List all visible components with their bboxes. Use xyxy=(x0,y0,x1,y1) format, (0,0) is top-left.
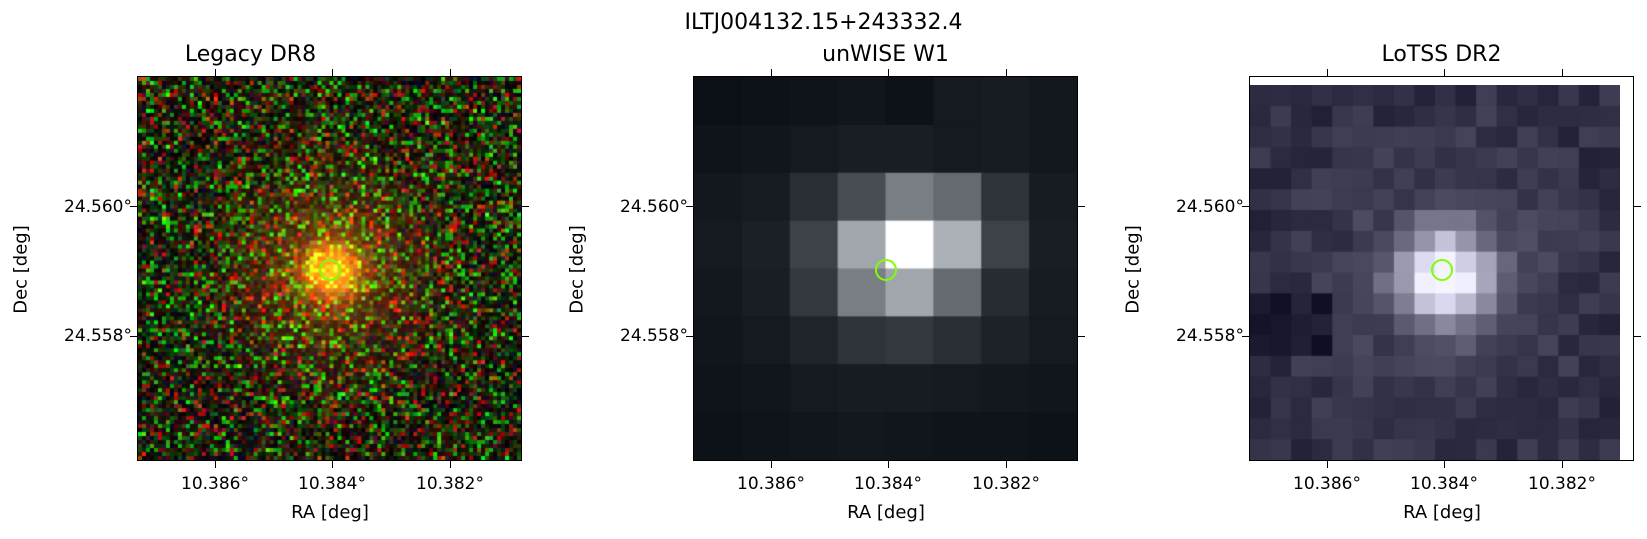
ytick-label: 24.558° xyxy=(1176,326,1244,346)
panel-legacy: Legacy DR8 24.560° 24.558° 10.386° 10.38… xyxy=(0,0,529,539)
source-marker xyxy=(1431,259,1453,281)
xtick-label: 10.386° xyxy=(181,474,249,494)
panel-title: unWISE W1 xyxy=(822,42,949,67)
ytick-label: 24.560° xyxy=(620,197,688,217)
xtick-label: 10.386° xyxy=(1293,474,1361,494)
ytick-label: 24.560° xyxy=(64,197,132,217)
legacy-image xyxy=(137,76,522,461)
y-axis-label: Dec [deg] xyxy=(566,225,588,314)
panel-title: Legacy DR8 xyxy=(184,42,317,67)
panel-title: LoTSS DR2 xyxy=(1381,42,1502,67)
x-axis-label: RA [deg] xyxy=(1403,502,1481,523)
source-marker xyxy=(875,259,897,281)
xtick-label: 10.384° xyxy=(298,474,366,494)
figure-title: ILTJ004132.15+243332.4 xyxy=(684,10,963,35)
xtick-label: 10.382° xyxy=(972,474,1040,494)
x-axis-label: RA [deg] xyxy=(847,502,925,523)
panel-unwise: unWISE W1 24.560° 24.558° 10.386° 10.384… xyxy=(556,0,1085,539)
xtick-label: 10.382° xyxy=(416,474,484,494)
lotss-image xyxy=(1249,76,1634,461)
ytick-label: 24.558° xyxy=(620,326,688,346)
ytick-label: 24.558° xyxy=(64,326,132,346)
panel-lotss: LoTSS DR2 24.560° 24.558° 10.386° 10.384… xyxy=(1112,0,1641,539)
xtick-label: 10.386° xyxy=(737,474,805,494)
y-axis-label: Dec [deg] xyxy=(10,225,32,314)
x-axis-label: RA [deg] xyxy=(291,502,369,523)
xtick-label: 10.382° xyxy=(1528,474,1596,494)
xtick-label: 10.384° xyxy=(854,474,922,494)
xtick-label: 10.384° xyxy=(1410,474,1478,494)
y-axis-label: Dec [deg] xyxy=(1122,225,1144,314)
source-marker xyxy=(319,259,341,281)
unwise-image xyxy=(693,76,1078,461)
ytick-label: 24.560° xyxy=(1176,197,1244,217)
